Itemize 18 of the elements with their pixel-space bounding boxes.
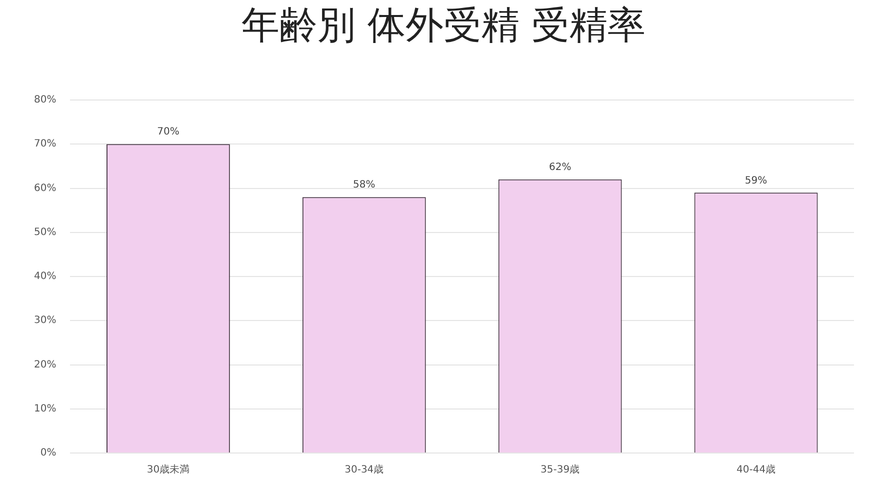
y-tick-label: 30% (34, 315, 56, 326)
chart-title: 年齢別 体外受精 受精率 (240, 2, 647, 49)
data-label: 58% (353, 180, 376, 191)
y-tick-label: 20% (34, 359, 56, 370)
x-tick-label: 35-39歳 (540, 464, 580, 476)
y-tick-label: 70% (34, 138, 56, 150)
x-tick-label: 30歳未満 (146, 464, 190, 476)
x-tick-label: 30-34歳 (344, 464, 384, 476)
y-tick-label: 60% (34, 182, 56, 194)
y-tick-label: 40% (34, 271, 56, 282)
x-tick-label: 40-44歳 (736, 464, 776, 476)
data-label: 62% (548, 162, 572, 174)
y-tick-label: 50% (34, 226, 56, 238)
y-tick-label: 10% (34, 403, 56, 414)
data-label: 59% (744, 175, 768, 186)
y-tick-label: 80% (34, 94, 56, 106)
data-label: 70% (157, 126, 180, 138)
y-tick-label: 0% (40, 448, 56, 459)
